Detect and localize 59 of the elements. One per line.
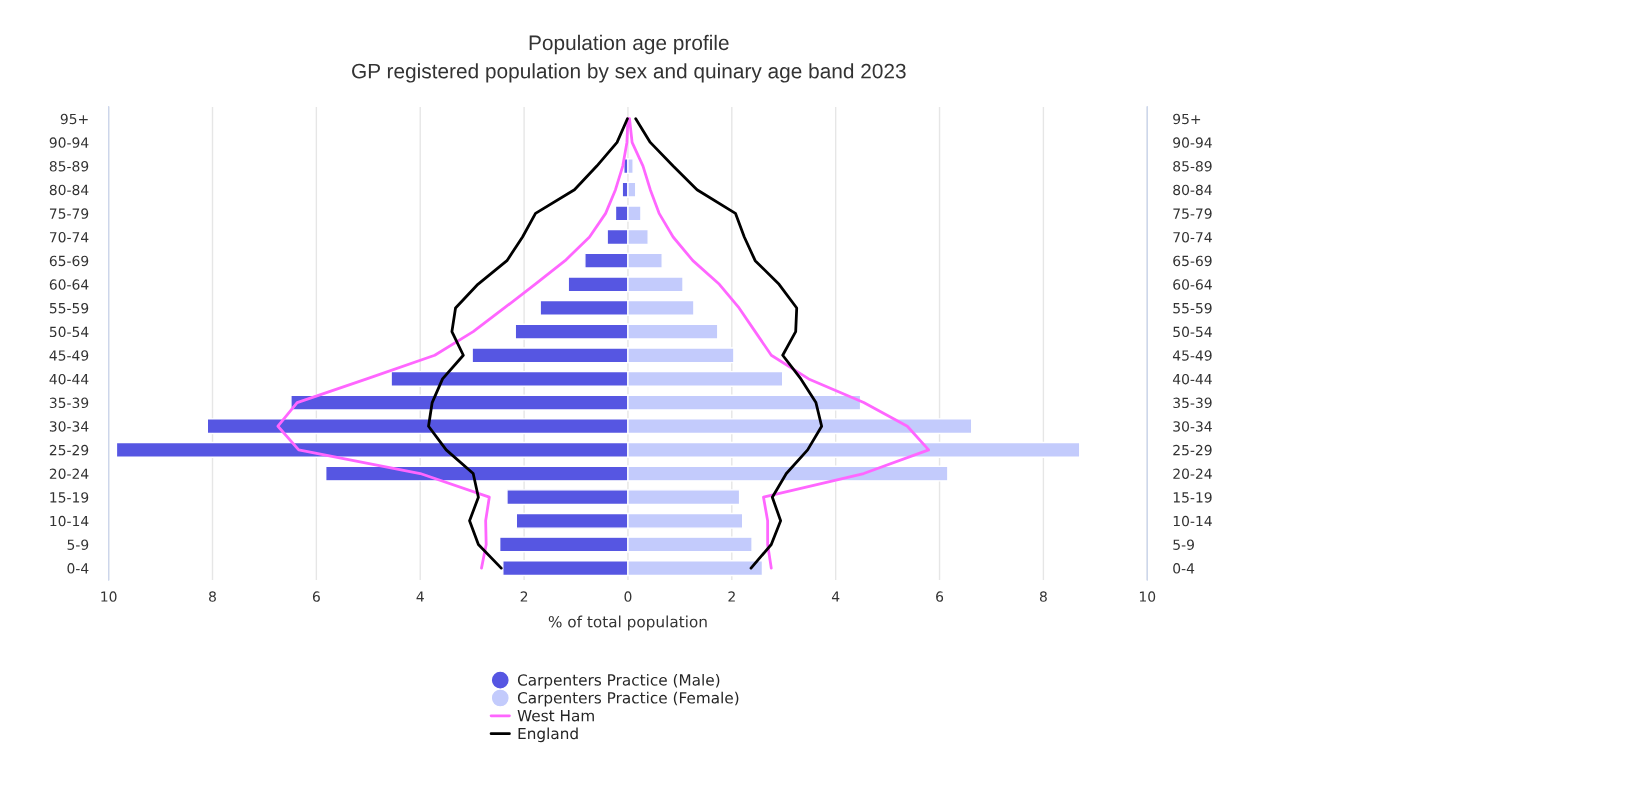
bar	[627, 158, 634, 175]
y-tick-label: 45-49	[49, 350, 89, 361]
x-tick-label: 6	[936, 591, 944, 602]
y-tick-label: 50-54	[49, 326, 89, 338]
y-tick-label: 70-74	[49, 231, 89, 243]
category-label: 15-19	[1173, 492, 1212, 503]
y-tick-label: 60-64	[49, 279, 89, 290]
x-tick-label: 6	[312, 591, 320, 602]
category-label: 30-34	[1173, 421, 1212, 432]
y-tick-label: 65-69	[49, 255, 89, 267]
y-tick-label: 30-34	[49, 421, 89, 432]
category-label: 80-84	[1173, 184, 1212, 196]
category-label: 65-69	[1173, 255, 1212, 267]
x-tick-label: 10	[101, 591, 117, 602]
category-label: 35-39	[1173, 397, 1212, 409]
y-tick-label: 40-44	[49, 373, 89, 385]
category-label: 0-4	[1173, 563, 1195, 574]
x-tick-label: 10	[1139, 591, 1156, 602]
y-tick-label: 0-4	[67, 563, 89, 574]
category-label: 50-54	[1173, 326, 1212, 338]
category-label: 10-14	[1173, 515, 1212, 527]
category-label: 5-9	[1173, 539, 1194, 550]
category-label: 95+	[1173, 113, 1201, 125]
category-label: 45-49	[1172, 350, 1212, 361]
y-tick-label: 35-39	[49, 397, 89, 409]
category-label: 25-29	[1173, 444, 1212, 456]
legend-label: England	[518, 727, 578, 743]
x-tick-label: 4	[831, 591, 840, 602]
y-tick-label: 85-89	[49, 161, 89, 172]
y-tick-label: 55-59	[49, 302, 89, 314]
y-tick-label: 15-19	[50, 492, 89, 503]
legend-label: Carpenters Practice (Male)	[517, 673, 720, 689]
x-axis-title: % of total population	[548, 615, 707, 631]
x-tick-label: 8	[1039, 591, 1047, 602]
category-label: 90-94	[1173, 137, 1212, 148]
category-label: 40-44	[1172, 373, 1212, 385]
x-tick-label: 0	[624, 591, 632, 602]
y-tick-label: 95+	[60, 113, 88, 125]
x-tick-label: 8	[209, 591, 216, 602]
y-tick-label: 90-94	[49, 137, 89, 148]
x-tick-label: 4	[416, 591, 424, 602]
chart-title: Population age profile	[529, 34, 729, 55]
category-label: 20-24	[1173, 468, 1212, 479]
y-tick-label: 10-14	[50, 515, 89, 527]
legend-label: West Ham	[517, 710, 594, 722]
category-label: 70-74	[1173, 231, 1212, 243]
category-label: 75-79	[1173, 208, 1212, 219]
category-label: 85-89	[1173, 161, 1212, 172]
chart-subtitle: GP registered population by sex and quinary age band 2023	[352, 63, 906, 83]
x-tick-label: 2	[728, 591, 735, 602]
x-tick-label: 2	[520, 591, 528, 602]
y-tick-label: 25-29	[49, 444, 89, 456]
legend-label: Carpenters Practice (Female)	[517, 691, 739, 707]
y-tick-label: 5-9	[67, 539, 89, 550]
category-label: 55-59	[1173, 302, 1212, 314]
category-label: 60-64	[1173, 279, 1212, 290]
y-tick-label: 20-24	[49, 468, 89, 479]
y-tick-label: 75-79	[49, 208, 89, 219]
y-tick-label: 80-84	[49, 184, 89, 196]
